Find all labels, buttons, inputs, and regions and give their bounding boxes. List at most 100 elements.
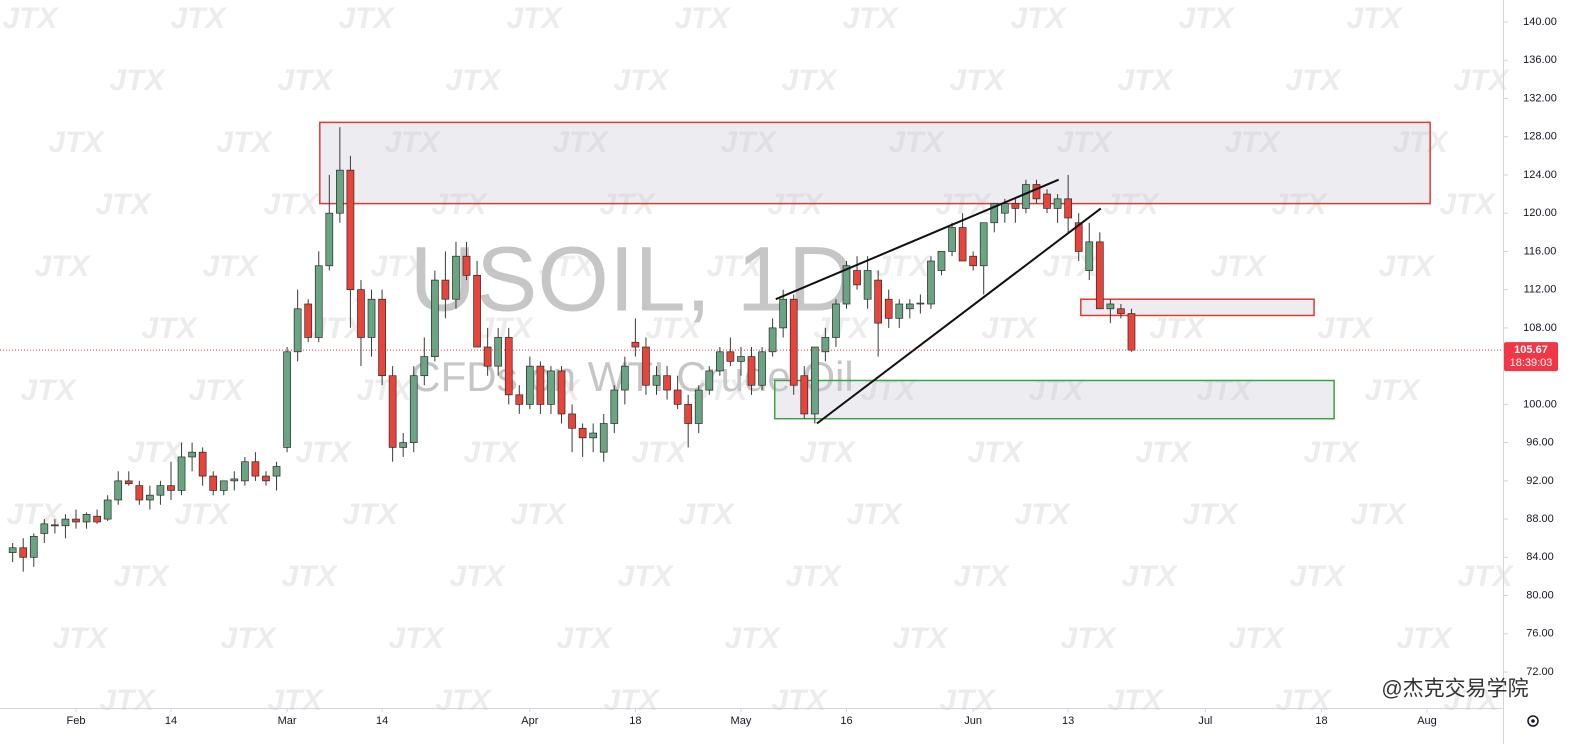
candle-body: [1000, 203, 1009, 214]
candle-body: [821, 337, 830, 353]
jtx-watermark: JTX: [1439, 188, 1496, 221]
jtx-watermark: JTX: [1346, 2, 1403, 35]
jtx-watermark: JTX: [538, 250, 595, 283]
jtx-watermark: JTX: [263, 188, 320, 221]
last-price-label: 105.67: [1514, 344, 1548, 356]
jtx-watermark: JTX: [1196, 374, 1253, 407]
candle-body: [979, 222, 988, 267]
candle-body: [272, 466, 281, 477]
candle-body: [905, 303, 914, 310]
gear[interactable]: [1527, 715, 1539, 727]
candle-body: [832, 303, 840, 338]
jtx-watermark: JTX: [113, 560, 170, 593]
jtx-watermark: JTX: [1178, 2, 1235, 35]
candle-body: [758, 351, 766, 386]
candle-body: [8, 547, 17, 553]
jtx-watermark: JTX: [1289, 560, 1346, 593]
candle-body: [715, 351, 724, 372]
jtx-watermark: JTX: [720, 126, 777, 159]
jtx-watermark: JTX: [141, 312, 198, 345]
jtx-watermark: JTX: [1396, 622, 1453, 655]
candle-body: [462, 255, 471, 276]
candle-body: [198, 451, 207, 477]
x-tick-label: 18: [629, 715, 641, 727]
candle-body: [895, 303, 904, 319]
candle-body: [937, 251, 946, 271]
candle-body: [673, 389, 682, 405]
jtx-watermark: JTX: [1103, 188, 1160, 221]
jtx-watermark: JTX: [981, 312, 1038, 345]
candle-body: [990, 203, 999, 224]
jtx-watermark: JTX: [1010, 2, 1067, 35]
candle-body: [1032, 184, 1041, 200]
zone: [1080, 298, 1315, 317]
jtx-watermark: JTX: [1443, 684, 1500, 717]
candle-body: [188, 451, 196, 458]
jtx-watermark: JTX: [220, 622, 277, 655]
jtx-watermark: JTX: [1056, 126, 1113, 159]
jtx-watermark: JTX: [1224, 126, 1281, 159]
y-tick-label: 136.00: [1523, 54, 1557, 66]
y-tick-label: 96.00: [1526, 437, 1554, 449]
candle-body: [789, 298, 798, 386]
candle-body: [283, 351, 291, 448]
jtx-watermark: JTX: [706, 250, 763, 283]
watermarks: JTX JTX JTX JTX JTX JTX JTX JTX JTX JTX JTX JTX JTX J…: [2, 2, 1514, 717]
candle-body: [1053, 198, 1062, 209]
candle-body: [547, 370, 555, 405]
jtx-watermark: JTX: [674, 2, 731, 35]
jtx-watermark: JTX: [785, 560, 842, 593]
gear-center[interactable]: [1531, 719, 1535, 723]
candle-body: [209, 475, 218, 491]
candle-body: [230, 478, 239, 482]
candle-body: [884, 298, 893, 319]
jtx-watermark: JTX: [1303, 436, 1360, 469]
candle-body: [578, 427, 587, 439]
candle-body: [504, 337, 513, 396]
candle-body: [1022, 184, 1030, 209]
x-tick-label: 13: [1062, 715, 1074, 727]
jtx-watermark: JTX: [109, 64, 166, 97]
jtx-watermark: JTX: [510, 498, 567, 531]
x-tick-label: 14: [165, 715, 177, 727]
settings-icon[interactable]: [1527, 715, 1539, 727]
jtx-watermark: JTX: [170, 2, 227, 35]
candle-body: [72, 518, 80, 523]
candle-body: [420, 356, 429, 377]
jtx-watermark: JTX: [1364, 374, 1421, 407]
jtx-watermark: JTX: [34, 250, 91, 283]
plot: [8, 121, 1431, 572]
candle-body: [1043, 193, 1051, 209]
candle-body: [262, 475, 270, 482]
jtx-watermark: JTX: [1228, 622, 1285, 655]
candle-body: [156, 485, 165, 496]
candle-body: [1127, 313, 1136, 351]
jtx-watermark: JTX: [1060, 622, 1117, 655]
candle-body: [747, 356, 756, 386]
candle-body: [1064, 198, 1072, 219]
candle-body: [314, 265, 323, 338]
candle-body: [694, 389, 703, 424]
candle-body: [293, 308, 302, 353]
jtx-watermark: JTX: [799, 436, 856, 469]
jtx-watermark: JTX: [506, 2, 563, 35]
candle-body: [684, 404, 693, 424]
candle-body: [1117, 308, 1125, 314]
jtx-watermark: JTX: [552, 126, 609, 159]
jtx-watermark: JTX: [645, 312, 702, 345]
jtx-watermark: JTX: [342, 498, 399, 531]
credit: @杰克交易学院: [1381, 678, 1528, 701]
candle-body: [958, 227, 967, 262]
candle-body: [536, 365, 545, 405]
candle-body: [51, 524, 59, 527]
candle-body: [863, 270, 872, 300]
candle-body: [367, 298, 376, 338]
candle-body: [726, 351, 735, 362]
y-tick-label: 80.00: [1526, 589, 1554, 601]
trendline: [816, 207, 1102, 425]
candle-body: [103, 499, 112, 520]
jtx-watermark: JTX: [1210, 250, 1267, 283]
candle-body: [853, 270, 861, 286]
jtx-watermark: JTX: [202, 250, 259, 283]
x-tick-label: Apr: [521, 715, 538, 727]
